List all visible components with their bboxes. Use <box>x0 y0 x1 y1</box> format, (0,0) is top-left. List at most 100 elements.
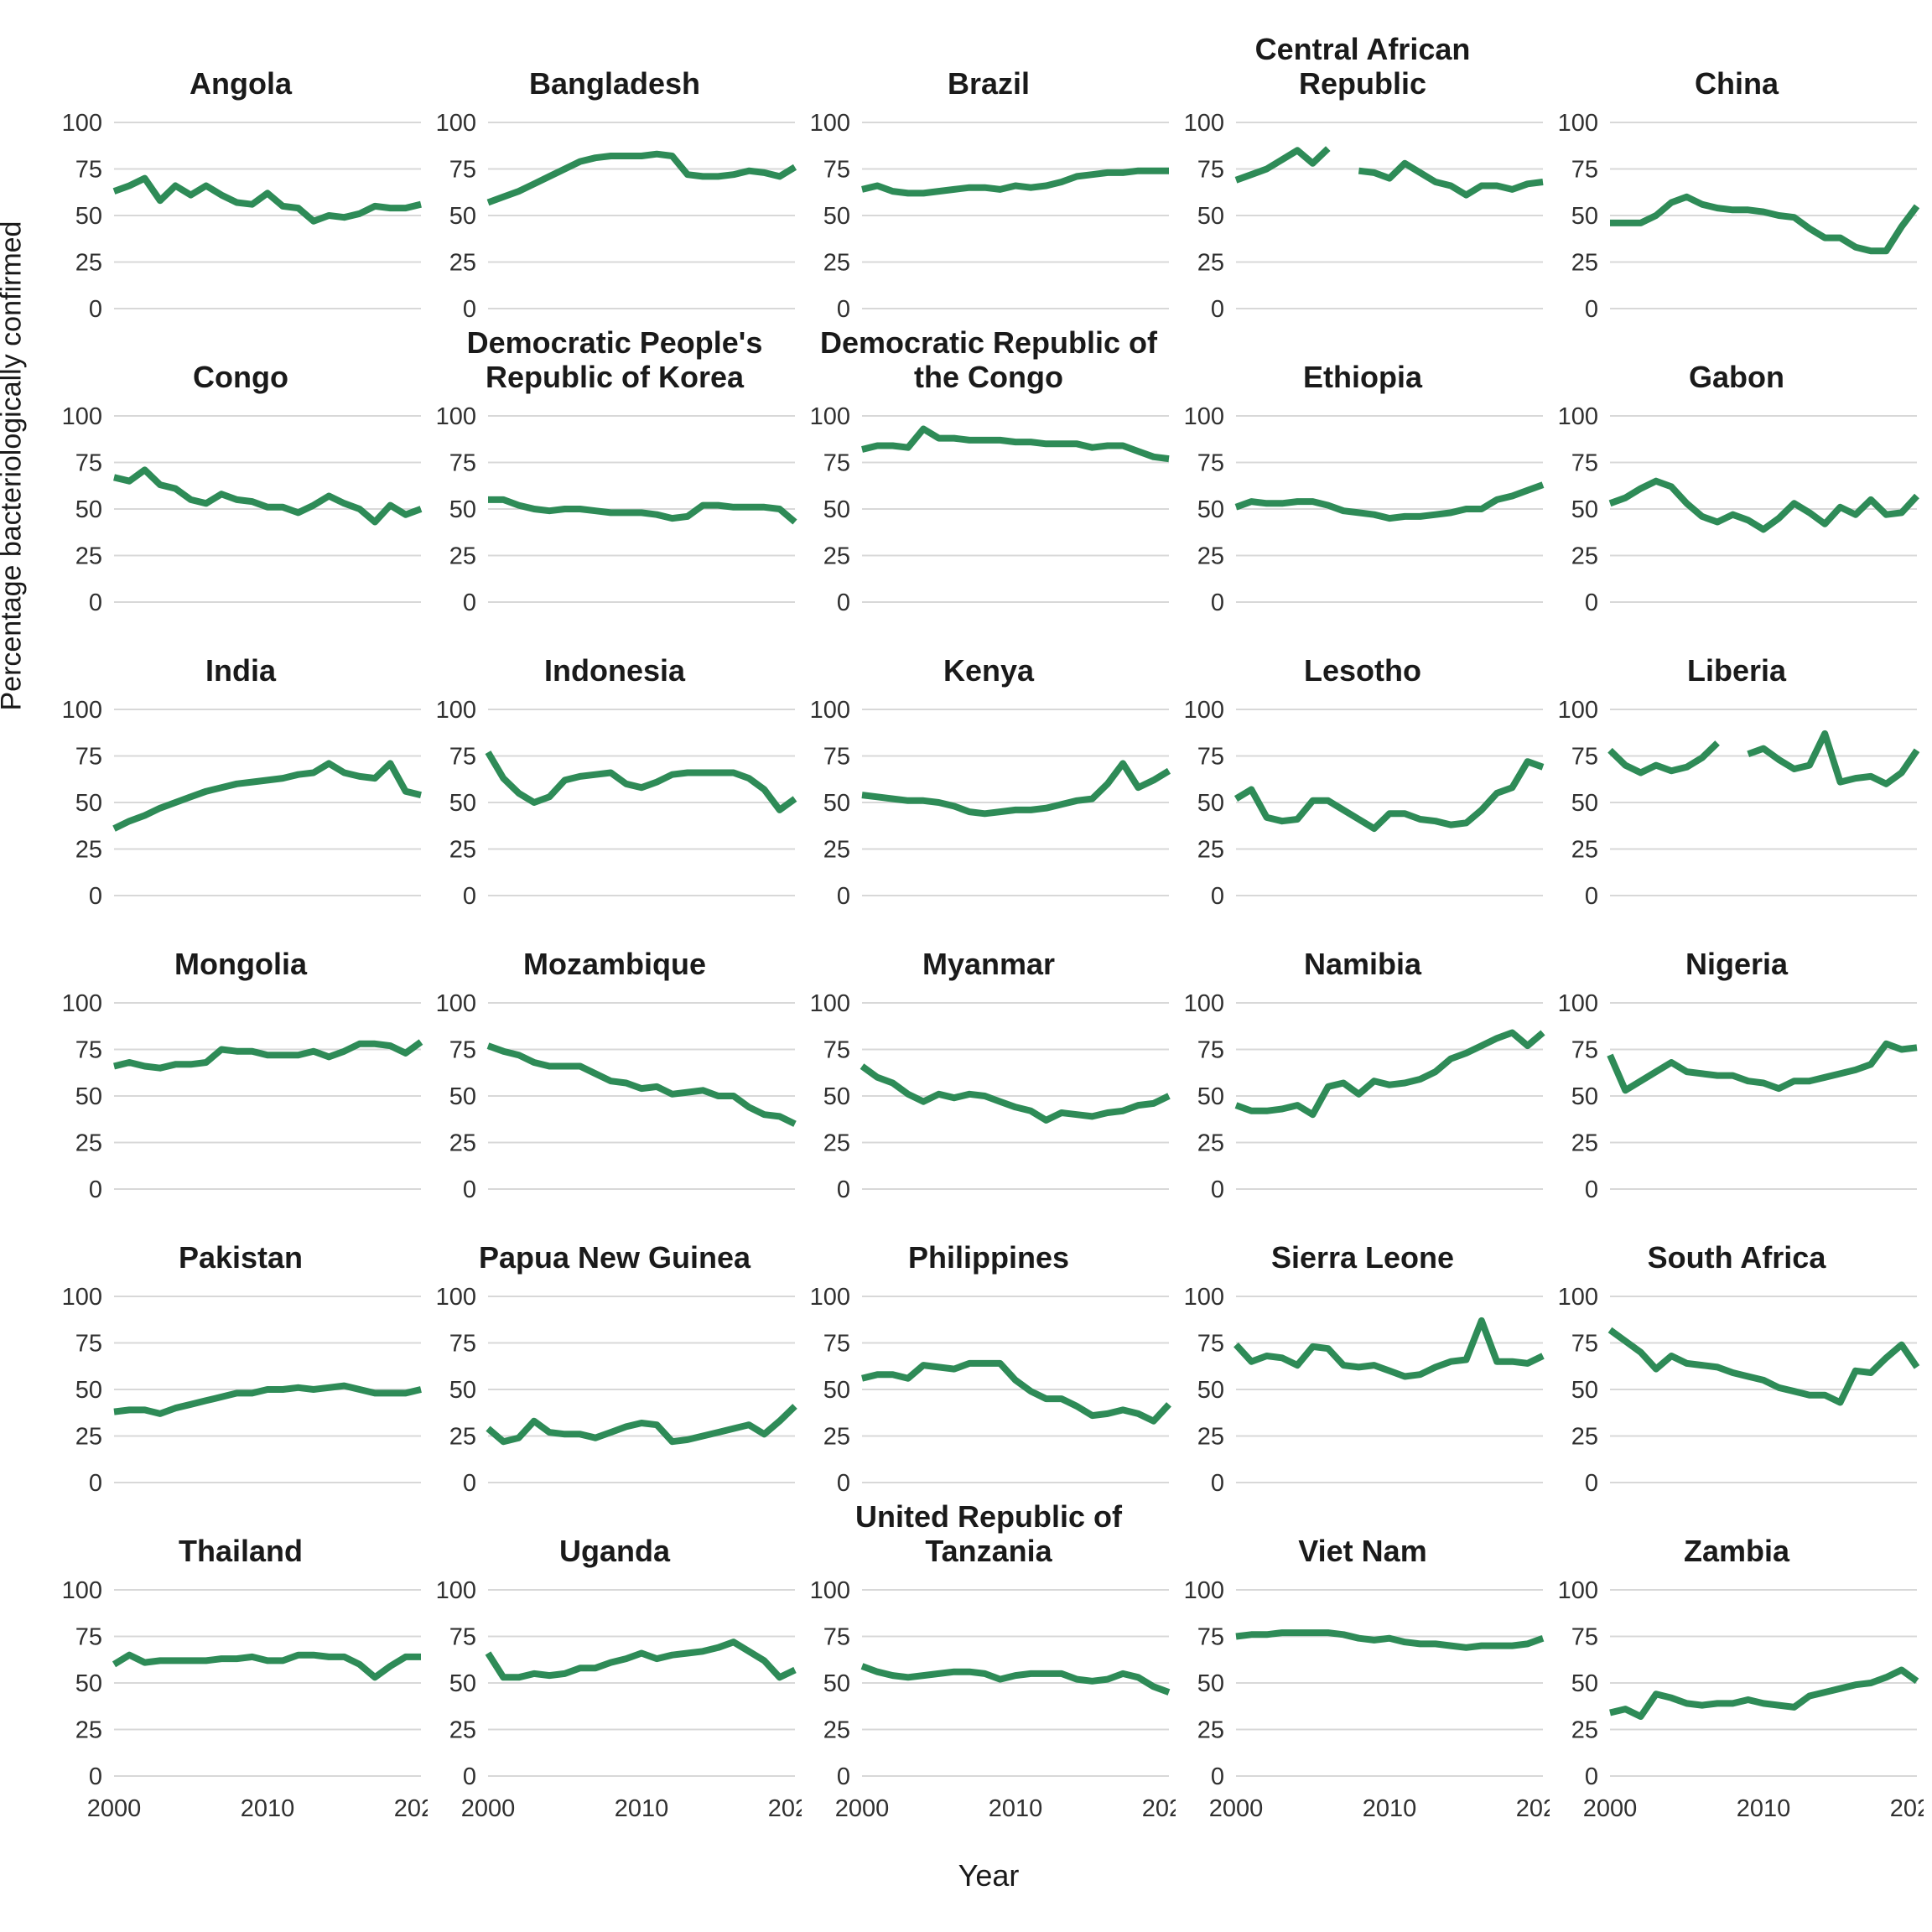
line-series <box>113 466 423 526</box>
facet-title: Mongolia <box>174 947 307 981</box>
line-series <box>1234 146 1331 184</box>
facet-title: Brazil <box>947 66 1031 101</box>
y-tick-label: 75 <box>823 157 850 184</box>
y-tick-label: 75 <box>449 450 476 477</box>
x-tick-label: 2000 <box>87 1795 142 1822</box>
facet-plot: 0 25 50 75 100 2000 2010 2020 <box>436 1577 802 1822</box>
y-tick-label: 0 <box>89 589 102 615</box>
facet-panel: Lesotho 0 25 50 75 100 <box>1176 615 1550 909</box>
facet-title: Pakistan <box>178 1240 304 1275</box>
facet-plot: 0 25 50 75 100 <box>810 990 1171 1202</box>
x-tick-label: 2020 <box>768 1795 802 1822</box>
facet-title: Papua New Guinea <box>478 1240 751 1275</box>
facet-title: Philippines <box>907 1240 1070 1275</box>
facet-panel: Zambia 0 25 50 75 100 2000 2010 2020 <box>1550 1496 1924 1840</box>
facet-plot: 0 25 50 75 100 <box>1184 110 1544 322</box>
facet-plot: 0 25 50 75 100 <box>1184 1284 1545 1496</box>
y-tick-label: 100 <box>1558 697 1598 724</box>
y-tick-label: 50 <box>75 496 102 523</box>
x-tick-label: 2010 <box>615 1795 669 1822</box>
y-tick-label: 50 <box>1197 1083 1224 1110</box>
y-tick-label: 0 <box>89 296 102 322</box>
y-tick-label: 75 <box>449 1037 476 1064</box>
y-tick-label: 75 <box>823 1037 850 1064</box>
y-tick-label: 75 <box>1197 450 1224 477</box>
x-tick-label: 2020 <box>1890 1795 1924 1822</box>
facet-plot: 0 25 50 75 100 2000 2010 2020 <box>62 1577 428 1822</box>
line-series <box>860 1063 1171 1124</box>
y-tick-label: 25 <box>75 1130 102 1157</box>
y-tick-label: 75 <box>75 1037 102 1064</box>
y-tick-label: 50 <box>823 1083 850 1110</box>
facet-panel: Congo 0 25 50 75 100 <box>54 322 428 615</box>
y-tick-label: 100 <box>436 990 476 1017</box>
facet-title: Democratic Republic of the Congo <box>819 325 1158 394</box>
facet-title: Ethiopia <box>1303 360 1422 394</box>
line-series <box>488 496 797 525</box>
facet-plot: 0 25 50 75 100 2000 2010 2020 <box>810 1577 1176 1822</box>
y-tick-label: 25 <box>75 1424 102 1451</box>
facet-plot: 0 25 50 75 100 <box>436 697 797 909</box>
facet-plot: 0 25 50 75 100 <box>62 990 423 1202</box>
y-tick-label: 50 <box>75 1083 102 1110</box>
y-tick-label: 0 <box>837 296 850 322</box>
facet-panel: Papua New Guinea 0 25 50 75 100 <box>428 1202 802 1496</box>
facet-panel: Mozambique 0 25 50 75 100 <box>428 909 802 1202</box>
y-tick-label: 50 <box>823 496 850 523</box>
y-tick-label: 75 <box>75 744 102 771</box>
y-tick-label: 0 <box>463 1176 476 1202</box>
y-tick-label: 50 <box>1571 1083 1598 1110</box>
x-tick-label: 2010 <box>1737 1795 1791 1822</box>
y-tick-label: 0 <box>1585 296 1598 322</box>
line-series <box>861 1359 1171 1425</box>
facet-panel: Gabon 0 25 50 75 100 <box>1550 322 1924 615</box>
y-tick-label: 100 <box>1558 110 1598 137</box>
y-tick-label: 75 <box>449 744 476 771</box>
y-tick-label: 50 <box>75 790 102 817</box>
y-tick-label: 50 <box>75 203 102 230</box>
facet-panel: India 0 25 50 75 100 <box>54 615 428 909</box>
line-series <box>861 425 1170 463</box>
facet-plot: 0 25 50 75 100 <box>62 110 422 322</box>
y-tick-label: 0 <box>1585 589 1598 615</box>
y-tick-label: 25 <box>1197 1717 1224 1744</box>
line-series <box>1609 1666 1919 1720</box>
y-tick-label: 100 <box>62 1577 102 1604</box>
x-tick-label: 2000 <box>1583 1795 1638 1822</box>
facet-panel: Thailand 0 25 50 75 100 2000 2010 2020 <box>54 1496 428 1840</box>
y-tick-label: 25 <box>1571 837 1598 864</box>
y-tick-label: 100 <box>1184 1284 1224 1311</box>
y-tick-label: 75 <box>449 1331 476 1358</box>
line-series <box>112 174 422 225</box>
x-tick-label: 2010 <box>241 1795 295 1822</box>
facet-plot: 0 25 50 75 100 <box>1184 403 1545 615</box>
facet-panel: Pakistan 0 25 50 75 100 <box>54 1202 428 1496</box>
line-series <box>1610 193 1920 255</box>
facet-title: Uganda <box>558 1534 670 1568</box>
y-tick-label: 75 <box>1197 1037 1224 1064</box>
facet-plot: 0 25 50 75 100 <box>810 110 1169 322</box>
y-tick-label: 100 <box>1184 403 1224 430</box>
line-series <box>1233 1317 1545 1380</box>
y-tick-label: 50 <box>449 790 476 817</box>
line-series <box>486 1404 797 1446</box>
x-tick-label: 2010 <box>989 1795 1043 1822</box>
y-tick-label: 50 <box>1571 790 1598 817</box>
facet-panel: Uganda 0 25 50 75 100 2000 2010 2020 <box>428 1496 802 1840</box>
y-tick-label: 100 <box>436 1577 476 1604</box>
line-series <box>860 1663 1171 1696</box>
facet-plot: 0 25 50 75 100 <box>1558 110 1920 322</box>
facet-title: Mozambique <box>522 947 706 981</box>
facet-title: Kenya <box>943 653 1035 688</box>
y-tick-label: 0 <box>463 296 476 322</box>
y-tick-label: 25 <box>75 250 102 277</box>
line-series <box>1234 481 1545 522</box>
facet-title: South Africa <box>1647 1240 1826 1275</box>
y-tick-label: 0 <box>463 1763 476 1790</box>
facet-panel: Viet Nam 0 25 50 75 100 2000 2010 2020 <box>1176 1496 1550 1840</box>
y-tick-label: 50 <box>449 203 476 230</box>
x-tick-label: 2000 <box>461 1795 516 1822</box>
line-series <box>1747 730 1920 787</box>
y-tick-label: 25 <box>823 1424 850 1451</box>
y-tick-label: 100 <box>1558 1577 1598 1604</box>
